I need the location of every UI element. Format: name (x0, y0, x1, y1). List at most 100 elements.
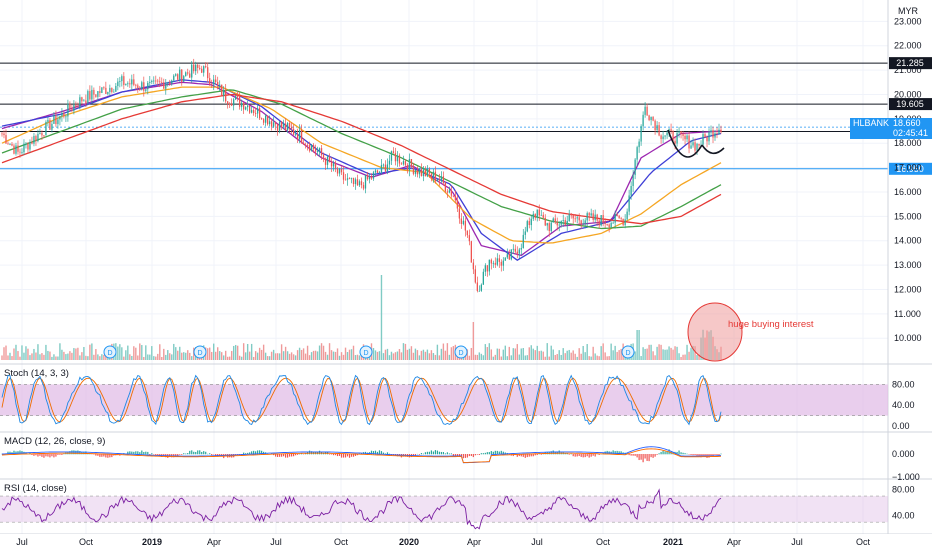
volume-bar (386, 348, 389, 360)
pane-title-stoch[interactable]: Stoch (14, 3, 3) (4, 368, 69, 379)
macd-histogram-bar (464, 454, 466, 458)
macd-histogram-bar (584, 454, 586, 458)
macd-histogram-bar (105, 454, 107, 458)
time-axis[interactable]: Jul Oct 2019 Apr Jul Oct 2020 Apr Jul Oct 2021 Apr J… (0, 534, 932, 550)
macd-histogram-bar (382, 452, 385, 455)
candle-body (516, 251, 518, 254)
volume-bar (123, 356, 125, 360)
macd-histogram-bar (43, 454, 45, 458)
macd-histogram-bar (290, 454, 293, 457)
price-tick-label: 22.000 (894, 41, 922, 51)
volume-bar (294, 355, 297, 360)
macd-histogram-bar (502, 451, 504, 455)
dividend-marker[interactable] (103, 345, 117, 359)
volume-bar (560, 354, 562, 360)
macd-histogram-bar (634, 454, 636, 456)
volume-bar (35, 352, 37, 360)
volume-bar (494, 354, 497, 360)
volume-bar (57, 356, 59, 360)
candle-body (95, 94, 97, 97)
price-tick-label: 10.000 (894, 333, 922, 343)
time-axis-background (0, 534, 932, 550)
macd-histogram-bar (474, 454, 476, 456)
candle-body (272, 122, 275, 127)
dividend-marker[interactable] (454, 345, 468, 359)
candle-body (221, 84, 223, 96)
volume-bar (448, 354, 451, 360)
volume-bar (508, 346, 510, 360)
volume-bar (179, 346, 181, 360)
macd-histogram-bar (139, 452, 141, 455)
volume-bar (594, 353, 596, 360)
volume-bar (117, 346, 119, 360)
candle-body (322, 155, 325, 159)
buying-interest-circle[interactable] (687, 302, 743, 362)
candle-body (235, 96, 237, 100)
candle-body (454, 195, 457, 201)
time-tick-label: Oct (334, 537, 349, 547)
candle-body (211, 83, 213, 85)
volume-bar (71, 352, 73, 360)
macd-histogram-bar (199, 450, 201, 455)
volume-bar (167, 350, 169, 360)
volume-bar (39, 354, 41, 360)
volume-bar (358, 355, 361, 360)
macd-histogram-bar (49, 454, 51, 458)
macd-histogram-bar (292, 454, 295, 457)
macd-histogram-bar (418, 454, 421, 455)
macd-histogram-bar (273, 454, 275, 456)
candle-body (586, 213, 588, 221)
candle-body (306, 144, 309, 146)
pane-title-macd[interactable]: MACD (12, 26, close, 9) (4, 436, 105, 447)
pane-title-rsi[interactable]: RSI (14, close) (4, 483, 67, 494)
macd-histogram-bar (354, 454, 357, 456)
volume-bar (522, 348, 524, 360)
volume-bar (139, 343, 141, 360)
price-tick-label: 12.000 (894, 284, 922, 294)
candle-body (324, 158, 327, 165)
volume-bar (350, 349, 353, 360)
volume-bar (129, 354, 131, 360)
macd-histogram-bar (658, 453, 660, 455)
time-tick-label: Oct (79, 537, 94, 547)
candle-body (354, 179, 357, 185)
candle-body (580, 220, 582, 225)
macd-histogram-bar (656, 454, 658, 455)
dividend-marker[interactable] (193, 345, 207, 359)
ticker-symbol: HLBANK (853, 118, 889, 128)
level-label: 21.285 (896, 58, 924, 68)
candle-body (264, 115, 267, 123)
volume-bar (652, 351, 654, 360)
volume-bar (292, 354, 295, 360)
volume-bar (143, 356, 145, 360)
candle-body (540, 214, 542, 216)
dividend-marker[interactable] (359, 345, 373, 359)
candle-body (302, 142, 305, 145)
volume-bar (165, 354, 167, 360)
macd-histogram-bar (342, 454, 345, 458)
volume-bar (444, 350, 447, 360)
candle-body (696, 143, 698, 151)
volume-bar (394, 352, 397, 360)
volume-bar (696, 354, 698, 360)
ticker-tag: HLBANK 18.660 02:45:41 (850, 118, 932, 139)
candle-body (189, 73, 191, 78)
macd-histogram-bar (498, 451, 500, 455)
macd-histogram-bar (470, 454, 472, 457)
candle-body (243, 102, 245, 110)
pane-tick-rsi: 40.00 (892, 511, 915, 521)
volume-bar (666, 349, 668, 360)
volume-bar (67, 353, 69, 360)
cup-pattern-drawing[interactable] (667, 129, 725, 158)
volume-bar (342, 354, 345, 360)
candle-body (308, 145, 311, 151)
dividend-marker[interactable] (621, 345, 635, 359)
macd-histogram-bar (468, 454, 470, 457)
price-scale[interactable]: 23.00022.00021.00020.00019.00018.00017.0… (894, 16, 922, 343)
dividend-marker-label: D (458, 350, 463, 357)
time-tick-label: 2019 (142, 537, 162, 547)
candle-body (318, 148, 321, 152)
annotation-text[interactable]: huge buying interest (728, 319, 814, 330)
